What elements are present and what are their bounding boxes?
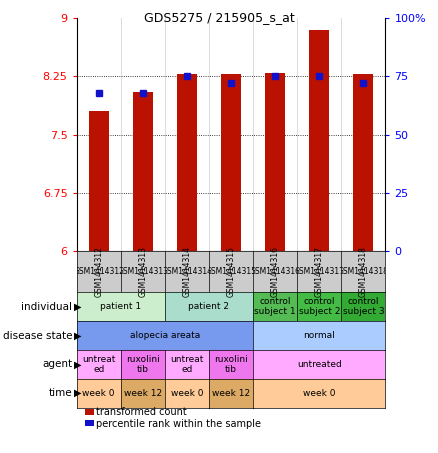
Text: ▶: ▶ [74, 331, 82, 341]
Text: transformed count: transformed count [96, 407, 187, 417]
Text: ▶: ▶ [74, 388, 82, 398]
Text: GSM1414315: GSM1414315 [205, 267, 257, 276]
Bar [177, 74, 197, 251]
Text: disease state: disease state [3, 331, 72, 341]
Text: GSM1414313: GSM1414313 [138, 246, 147, 297]
Text: GDS5275 / 215905_s_at: GDS5275 / 215905_s_at [144, 11, 294, 24]
Text: patient 2: patient 2 [188, 302, 230, 311]
Text: GSM1414317: GSM1414317 [294, 267, 345, 276]
Text: GSM1414317: GSM1414317 [315, 246, 324, 297]
Text: week 0: week 0 [82, 389, 115, 398]
Bar [309, 30, 329, 251]
Bar [265, 72, 285, 251]
Text: GSM1414312: GSM1414312 [73, 267, 124, 276]
Text: GSM1414315: GSM1414315 [226, 246, 236, 297]
Text: GSM1414314: GSM1414314 [183, 246, 191, 297]
Text: ▶: ▶ [74, 359, 82, 369]
Text: time: time [49, 388, 72, 398]
Text: ruxolini
tib: ruxolini tib [126, 355, 160, 374]
Text: week 0: week 0 [171, 389, 203, 398]
Text: GSM1414312: GSM1414312 [94, 246, 103, 297]
Text: normal: normal [304, 331, 335, 340]
Text: GSM1414316: GSM1414316 [250, 267, 300, 276]
Text: control
subject 2: control subject 2 [299, 297, 340, 316]
Text: untreated: untreated [297, 360, 342, 369]
Bar [353, 74, 373, 251]
Text: alopecia areata: alopecia areata [130, 331, 200, 340]
Text: GSM1414318: GSM1414318 [338, 267, 389, 276]
Text: GSM1414313: GSM1414313 [117, 267, 168, 276]
Text: agent: agent [42, 359, 72, 369]
Text: week 12: week 12 [124, 389, 162, 398]
Text: untreat
ed: untreat ed [170, 355, 204, 374]
Text: control
subject 3: control subject 3 [343, 297, 384, 316]
Text: individual: individual [21, 302, 72, 312]
Text: patient 1: patient 1 [100, 302, 141, 311]
Bar [221, 74, 241, 251]
Text: GSM1414318: GSM1414318 [359, 246, 368, 297]
Text: ruxolini
tib: ruxolini tib [214, 355, 248, 374]
Text: week 12: week 12 [212, 389, 250, 398]
Text: percentile rank within the sample: percentile rank within the sample [96, 419, 261, 429]
Text: untreat
ed: untreat ed [82, 355, 115, 374]
Text: control
subject 1: control subject 1 [254, 297, 296, 316]
Text: ▶: ▶ [74, 302, 82, 312]
Bar [89, 111, 109, 251]
Text: GSM1414314: GSM1414314 [162, 267, 212, 276]
Text: GSM1414316: GSM1414316 [271, 246, 279, 297]
Bar [133, 92, 153, 251]
Text: week 0: week 0 [303, 389, 336, 398]
